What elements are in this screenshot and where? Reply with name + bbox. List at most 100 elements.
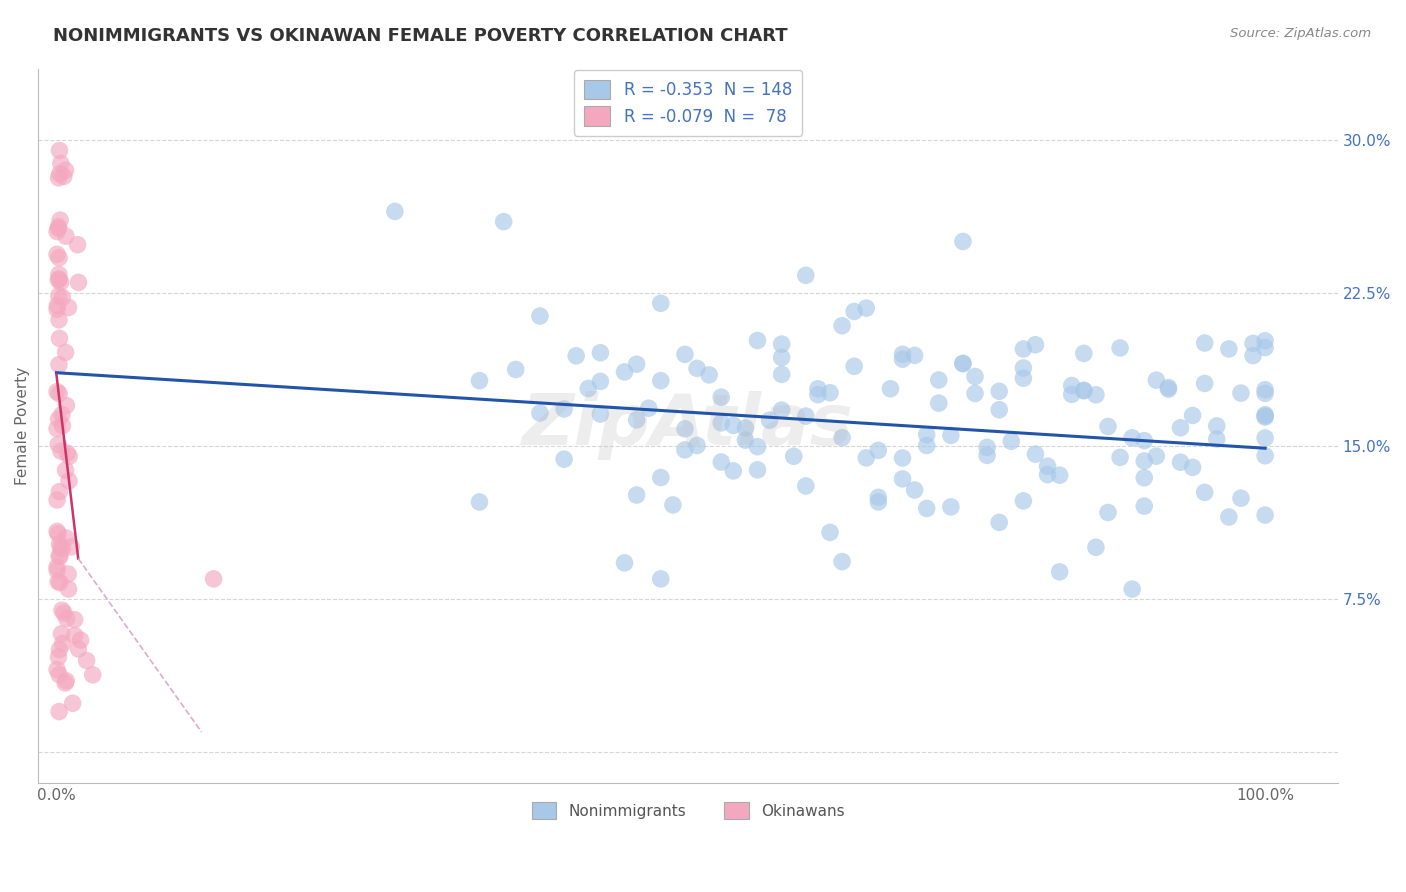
Point [565, 349, 588, 363]
Point [589, 345, 612, 359]
Point [1049, 565, 1071, 579]
Point [1121, 431, 1143, 445]
Point [770, 403, 793, 417]
Point [49, 444, 72, 458]
Point [55, 673, 77, 688]
Point [55, 611, 77, 625]
Point [48, 219, 70, 234]
Point [1109, 450, 1132, 465]
Point [855, 301, 877, 315]
Point [48, 268, 70, 282]
Point [46, 384, 69, 399]
Point [492, 214, 515, 228]
Point [1181, 409, 1204, 423]
Point [868, 491, 890, 505]
Point [1073, 383, 1095, 397]
Point [952, 357, 974, 371]
Point [1049, 468, 1071, 483]
Point [613, 365, 636, 379]
Y-axis label: Female Poverty: Female Poverty [15, 367, 30, 485]
Point [48, 412, 70, 426]
Point [46, 421, 69, 435]
Point [818, 385, 841, 400]
Point [697, 368, 720, 382]
Point [49, 213, 72, 227]
Point [46, 574, 69, 589]
Point [794, 479, 817, 493]
Point [553, 401, 575, 416]
Point [1254, 334, 1277, 348]
Point [55, 345, 77, 359]
Point [48, 251, 70, 265]
Point [915, 438, 938, 452]
Point [673, 422, 696, 436]
Point [1012, 494, 1035, 508]
Legend: Nonimmigrants, Okinawans: Nonimmigrants, Okinawans [526, 796, 851, 825]
Point [939, 500, 962, 514]
Point [55, 163, 77, 178]
Point [69, 633, 91, 648]
Point [52, 636, 75, 650]
Point [1205, 432, 1227, 446]
Point [1109, 341, 1132, 355]
Point [1218, 342, 1240, 356]
Point [1024, 447, 1046, 461]
Point [1060, 378, 1083, 392]
Point [1241, 336, 1264, 351]
Point [1157, 382, 1180, 396]
Point [734, 421, 756, 435]
Point [915, 501, 938, 516]
Point [891, 352, 914, 367]
Point [1097, 419, 1119, 434]
Point [48, 537, 70, 551]
Point [49, 156, 72, 170]
Point [49, 167, 72, 181]
Point [1254, 341, 1277, 355]
Point [82, 668, 104, 682]
Point [1144, 449, 1167, 463]
Point [60, 540, 83, 554]
Point [831, 431, 853, 445]
Point [1012, 371, 1035, 385]
Point [52, 606, 75, 620]
Point [48, 358, 70, 372]
Text: NONIMMIGRANTS VS OKINAWAN FEMALE POVERTY CORRELATION CHART: NONIMMIGRANTS VS OKINAWAN FEMALE POVERTY… [53, 27, 787, 45]
Point [48, 705, 70, 719]
Point [770, 337, 793, 351]
Point [55, 531, 77, 545]
Point [1097, 505, 1119, 519]
Point [53, 676, 76, 690]
Point [650, 374, 672, 388]
Point [76, 654, 98, 668]
Point [1084, 541, 1107, 555]
Point [384, 204, 406, 219]
Point [1157, 380, 1180, 394]
Point [1254, 410, 1277, 425]
Point [52, 169, 75, 184]
Point [58, 301, 80, 315]
Point [1000, 434, 1022, 449]
Point [46, 663, 69, 677]
Point [904, 348, 927, 362]
Point [46, 299, 69, 313]
Point [48, 386, 70, 401]
Point [1254, 508, 1277, 522]
Point [1181, 460, 1204, 475]
Point [1012, 342, 1035, 356]
Point [844, 304, 866, 318]
Point [818, 525, 841, 540]
Point [63, 613, 86, 627]
Point [1194, 376, 1216, 391]
Point [928, 396, 950, 410]
Point [928, 373, 950, 387]
Point [662, 498, 685, 512]
Point [963, 386, 986, 401]
Point [67, 276, 90, 290]
Point [67, 642, 90, 657]
Point [1133, 454, 1156, 468]
Point [48, 272, 70, 286]
Point [48, 667, 70, 681]
Point [58, 474, 80, 488]
Point [673, 442, 696, 457]
Point [770, 351, 793, 365]
